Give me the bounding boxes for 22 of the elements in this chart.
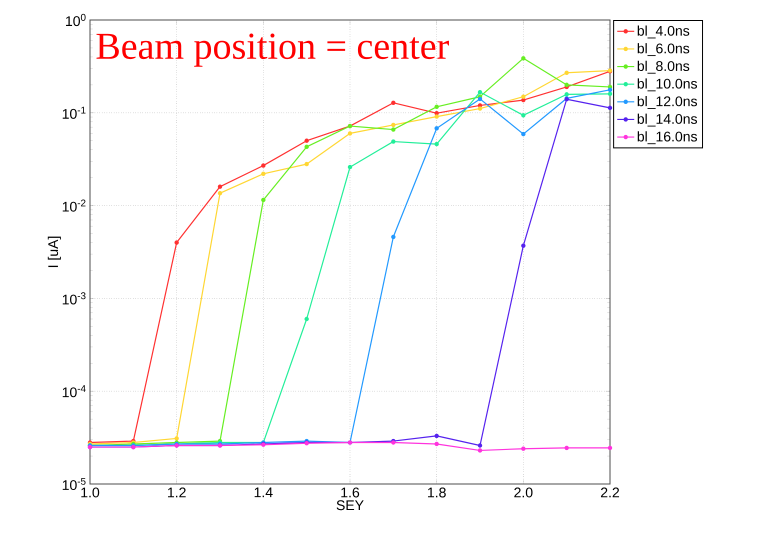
legend-label: bl_12.0ns — [638, 96, 698, 109]
chart-title: Beam position = center — [96, 34, 449, 67]
y-axis-title: I [uA] — [48, 236, 61, 268]
legend-label: bl_14.0ns — [638, 114, 698, 127]
x-tick-label: 1.6 — [341, 488, 360, 498]
legend-label: bl_6.0ns — [638, 43, 690, 56]
y-tick-label: 10$^{-2}$ — [62, 200, 86, 212]
x-tick-label: 1.8 — [428, 488, 446, 498]
legend-label: bl_4.0ns — [638, 25, 690, 38]
x-tick-label: 2.0 — [514, 488, 533, 498]
legend-label: bl_10.0ns — [638, 78, 698, 92]
y-tick-label: 10$^{-1}$ — [62, 106, 86, 119]
y-tick-label: 10$^{-3}$ — [62, 292, 86, 304]
x-axis-title: SEY — [336, 500, 364, 510]
x-tick-label: 2.2 — [600, 488, 620, 498]
x-tick-label: 1.4 — [254, 488, 273, 498]
x-tick-label: 1.0 — [81, 488, 100, 498]
legend-label: bl_8.0ns — [638, 60, 690, 74]
x-tick-label: 1.2 — [168, 488, 186, 498]
y-tick-label: 10$^{-4}$ — [62, 385, 86, 398]
y-tick-label: 10$^{0}$ — [66, 14, 86, 26]
legend-label: bl_16.0ns — [638, 131, 698, 144]
